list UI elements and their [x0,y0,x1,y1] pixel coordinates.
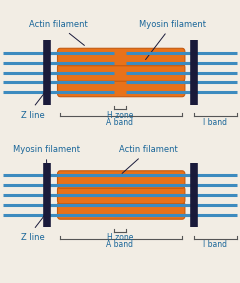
Text: I band: I band [204,117,228,127]
FancyBboxPatch shape [58,64,185,81]
Text: H zone: H zone [107,233,133,242]
FancyBboxPatch shape [58,202,185,219]
Text: Actin filament: Actin filament [119,145,178,173]
Text: I band: I band [204,240,228,249]
Text: Z line: Z line [21,233,45,242]
Text: Actin filament: Actin filament [29,20,87,46]
Text: Myosin filament: Myosin filament [139,20,206,60]
Text: A band: A band [107,240,133,249]
FancyBboxPatch shape [58,171,185,188]
FancyBboxPatch shape [58,79,185,97]
FancyBboxPatch shape [58,48,185,66]
Text: Myosin filament: Myosin filament [13,145,80,175]
Text: A band: A band [107,117,133,127]
Text: Z line: Z line [21,111,45,119]
Text: H zone: H zone [107,111,133,119]
FancyBboxPatch shape [58,186,185,204]
